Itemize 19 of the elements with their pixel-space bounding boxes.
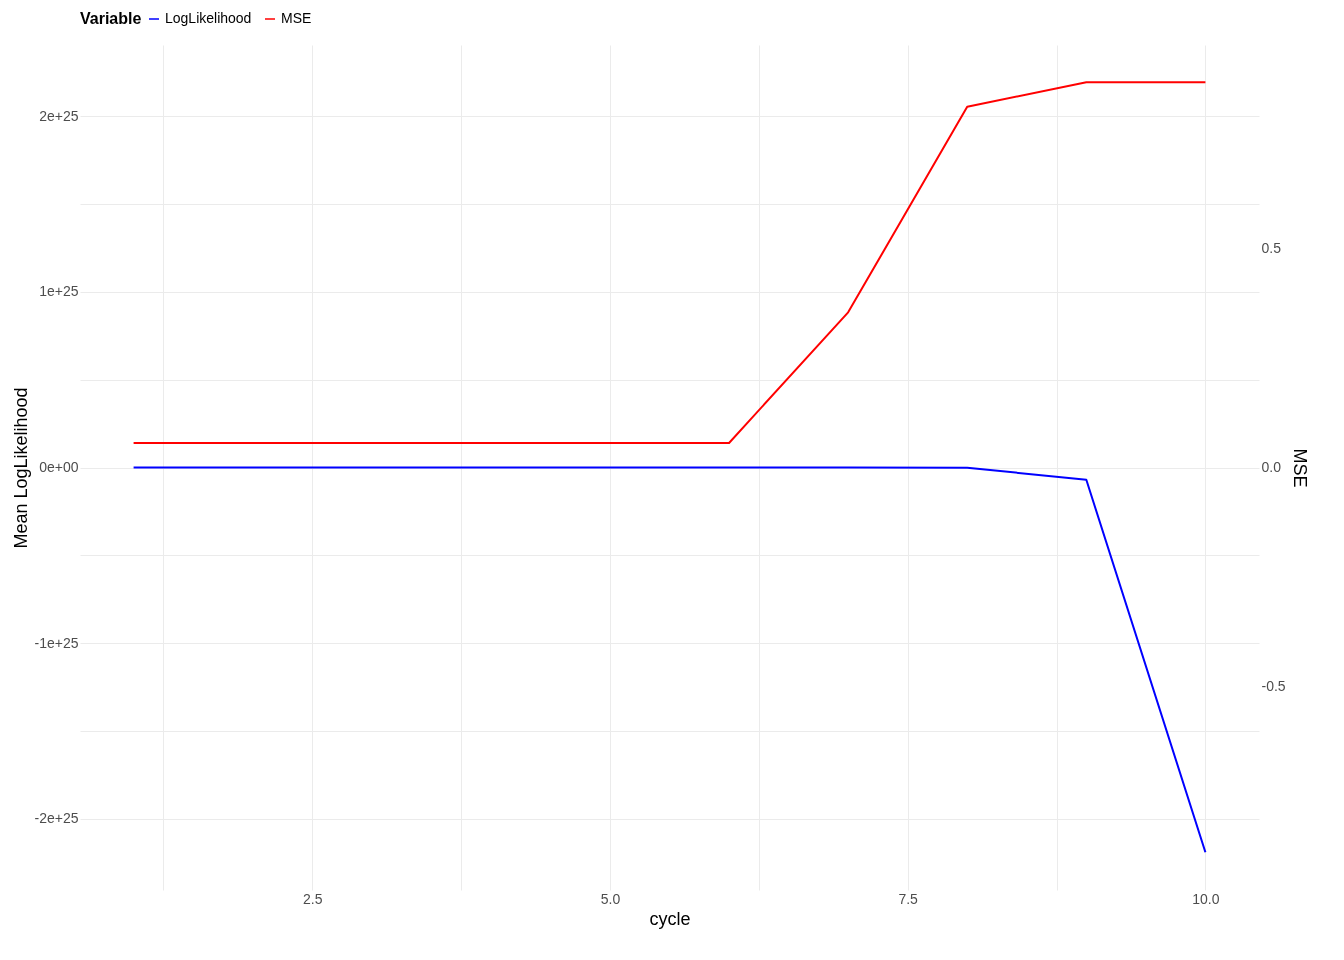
y2-tick-label: 0.5 [1261, 239, 1282, 256]
y2-axis-title: MSE [1289, 448, 1310, 488]
x-tick-label: 10.0 [1192, 890, 1220, 907]
y-tick-label: -2e+25 [34, 810, 79, 827]
x-axis-title: cycle [649, 908, 691, 929]
y-axis-title: Mean LogLikelihood [10, 387, 31, 549]
x-tick-label: 7.5 [898, 890, 919, 907]
y-tick-label: 1e+25 [39, 283, 79, 300]
y-tick-label: -1e+25 [34, 634, 79, 651]
y2-tick-label: 0.0 [1261, 459, 1282, 475]
y-tick-label: 0e+00 [39, 459, 79, 475]
y-tick-label: 2e+25 [39, 107, 79, 124]
y2-tick-label: -0.5 [1261, 678, 1286, 695]
x-tick-label: 5.0 [600, 890, 621, 907]
line-series [132, 81, 1207, 444]
legend-label: LogLikelihood [165, 10, 252, 26]
x-tick-label: 2.5 [302, 890, 323, 907]
legend-label: MSE [281, 10, 312, 26]
legend-title: Variable [80, 10, 142, 27]
